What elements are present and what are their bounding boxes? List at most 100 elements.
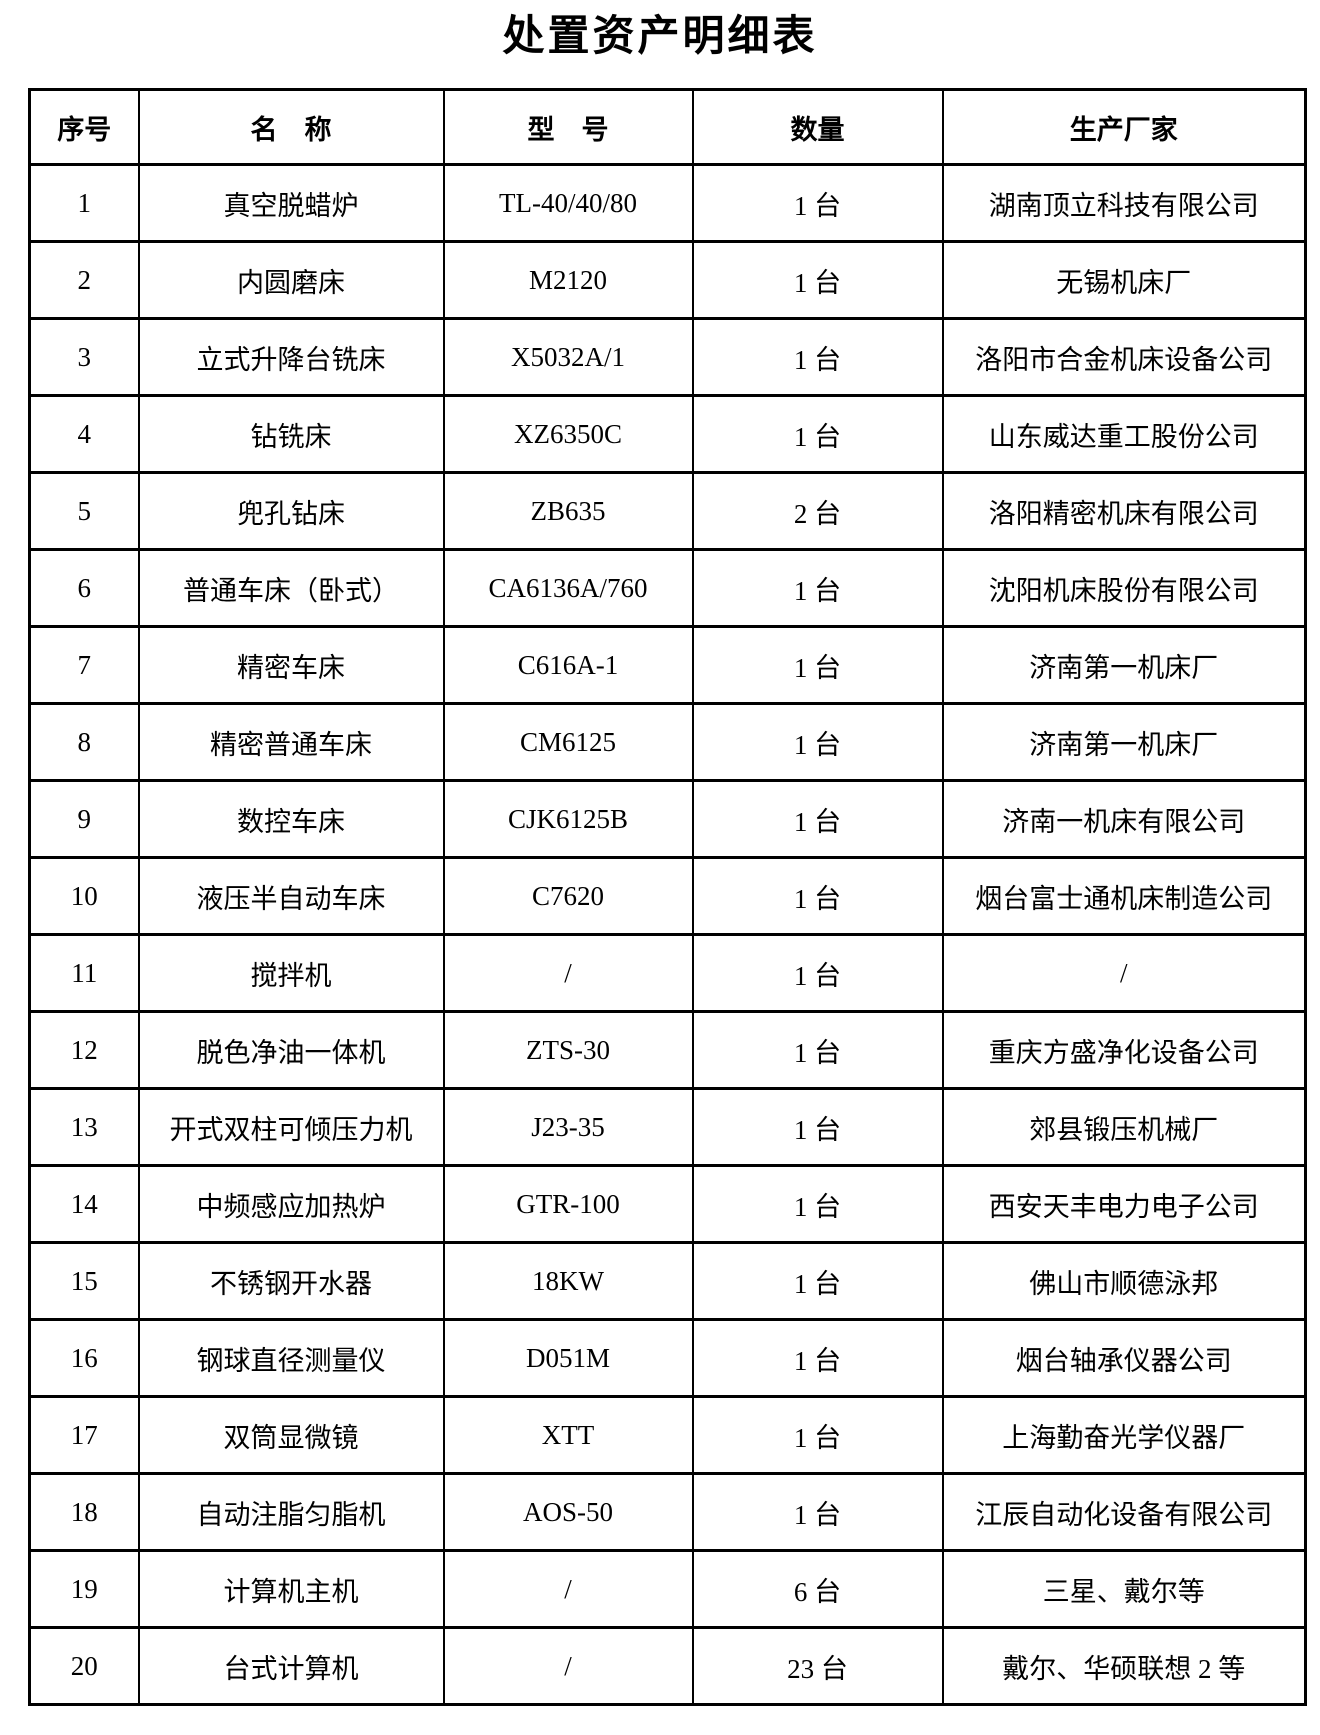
- cell-model: D051M: [442, 1318, 694, 1399]
- table-row: 15 不锈钢开水器 18KW 1 台 佛山市顺德泳邦: [28, 1241, 1307, 1322]
- table-row: 14 中频感应加热炉 GTR-100 1 台 西安天丰电力电子公司: [28, 1164, 1307, 1245]
- cell-serial-number: 16: [28, 1318, 140, 1399]
- cell-manufacturer: 济南一机床有限公司: [941, 779, 1307, 860]
- table-row: 10 液压半自动车床 C7620 1 台 烟台富士通机床制造公司: [28, 856, 1307, 937]
- cell-manufacturer: 上海勤奋光学仪器厂: [941, 1395, 1307, 1476]
- cell-manufacturer: 郊县锻压机械厂: [941, 1087, 1307, 1168]
- cell-name: 精密车床: [137, 625, 445, 706]
- cell-manufacturer: 戴尔、华硕联想 2 等: [941, 1626, 1307, 1707]
- cell-name: 自动注脂匀脂机: [137, 1472, 445, 1553]
- header-serial-number: 序号: [28, 88, 140, 167]
- cell-quantity: 1 台: [691, 1010, 944, 1091]
- cell-manufacturer: 江辰自动化设备有限公司: [941, 1472, 1307, 1553]
- table-row: 1 真空脱蜡炉 TL-40/40/80 1 台 湖南顶立科技有限公司: [28, 163, 1307, 244]
- cell-manufacturer: 无锡机床厂: [941, 240, 1307, 321]
- table-row: 20 台式计算机 / 23 台 戴尔、华硕联想 2 等: [28, 1626, 1307, 1707]
- cell-model: J23-35: [442, 1087, 694, 1168]
- table-row: 9 数控车床 CJK6125B 1 台 济南一机床有限公司: [28, 779, 1307, 860]
- cell-serial-number: 11: [28, 933, 140, 1014]
- asset-table: 序号 名 称 型 号 数量 生产厂家 1 真空脱蜡炉 TL-40/40/80 1…: [28, 88, 1307, 1707]
- cell-manufacturer: 三星、戴尔等: [941, 1549, 1307, 1630]
- cell-serial-number: 1: [28, 163, 140, 244]
- cell-model: CM6125: [442, 702, 694, 783]
- cell-serial-number: 17: [28, 1395, 140, 1476]
- cell-model: C616A-1: [442, 625, 694, 706]
- cell-quantity: 1 台: [691, 779, 944, 860]
- cell-manufacturer: 佛山市顺德泳邦: [941, 1241, 1307, 1322]
- cell-name: 不锈钢开水器: [137, 1241, 445, 1322]
- table-row: 8 精密普通车床 CM6125 1 台 济南第一机床厂: [28, 702, 1307, 783]
- cell-name: 双筒显微镜: [137, 1395, 445, 1476]
- cell-serial-number: 14: [28, 1164, 140, 1245]
- cell-model: 18KW: [442, 1241, 694, 1322]
- cell-quantity: 23 台: [691, 1626, 944, 1707]
- cell-quantity: 1 台: [691, 394, 944, 475]
- cell-serial-number: 5: [28, 471, 140, 552]
- cell-quantity: 1 台: [691, 317, 944, 398]
- cell-manufacturer: 济南第一机床厂: [941, 625, 1307, 706]
- cell-serial-number: 19: [28, 1549, 140, 1630]
- cell-name: 数控车床: [137, 779, 445, 860]
- cell-name: 液压半自动车床: [137, 856, 445, 937]
- cell-quantity: 1 台: [691, 1318, 944, 1399]
- cell-model: XZ6350C: [442, 394, 694, 475]
- cell-name: 真空脱蜡炉: [137, 163, 445, 244]
- cell-model: XTT: [442, 1395, 694, 1476]
- cell-name: 普通车床（卧式）: [137, 548, 445, 629]
- cell-model: /: [442, 1549, 694, 1630]
- table-row: 19 计算机主机 / 6 台 三星、戴尔等: [28, 1549, 1307, 1630]
- cell-name: 钢球直径测量仪: [137, 1318, 445, 1399]
- cell-name: 台式计算机: [137, 1626, 445, 1707]
- cell-manufacturer: 烟台富士通机床制造公司: [941, 856, 1307, 937]
- cell-name: 钻铣床: [137, 394, 445, 475]
- cell-serial-number: 15: [28, 1241, 140, 1322]
- cell-quantity: 1 台: [691, 1164, 944, 1245]
- cell-quantity: 1 台: [691, 240, 944, 321]
- cell-name: 开式双柱可倾压力机: [137, 1087, 445, 1168]
- cell-quantity: 1 台: [691, 1472, 944, 1553]
- table-row: 11 搅拌机 / 1 台 /: [28, 933, 1307, 1014]
- cell-quantity: 1 台: [691, 1395, 944, 1476]
- cell-manufacturer: 沈阳机床股份有限公司: [941, 548, 1307, 629]
- table-row: 12 脱色净油一体机 ZTS-30 1 台 重庆方盛净化设备公司: [28, 1010, 1307, 1091]
- table-row: 6 普通车床（卧式） CA6136A/760 1 台 沈阳机床股份有限公司: [28, 548, 1307, 629]
- header-name: 名 称: [137, 88, 445, 167]
- cell-model: ZTS-30: [442, 1010, 694, 1091]
- cell-quantity: 1 台: [691, 1087, 944, 1168]
- cell-name: 计算机主机: [137, 1549, 445, 1630]
- cell-quantity: 1 台: [691, 163, 944, 244]
- table-header: 序号 名 称 型 号 数量 生产厂家: [28, 88, 1307, 167]
- table-row: 4 钻铣床 XZ6350C 1 台 山东威达重工股份公司: [28, 394, 1307, 475]
- table-row: 16 钢球直径测量仪 D051M 1 台 烟台轴承仪器公司: [28, 1318, 1307, 1399]
- cell-name: 中频感应加热炉: [137, 1164, 445, 1245]
- table-row: 18 自动注脂匀脂机 AOS-50 1 台 江辰自动化设备有限公司: [28, 1472, 1307, 1553]
- table-row: 2 内圆磨床 M2120 1 台 无锡机床厂: [28, 240, 1307, 321]
- table-row: 17 双筒显微镜 XTT 1 台 上海勤奋光学仪器厂: [28, 1395, 1307, 1476]
- header-quantity: 数量: [691, 88, 944, 167]
- cell-quantity: 6 台: [691, 1549, 944, 1630]
- cell-manufacturer: 洛阳市合金机床设备公司: [941, 317, 1307, 398]
- cell-model: AOS-50: [442, 1472, 694, 1553]
- table-body: 1 真空脱蜡炉 TL-40/40/80 1 台 湖南顶立科技有限公司 2 内圆磨…: [28, 163, 1307, 1707]
- cell-name: 兜孔钻床: [137, 471, 445, 552]
- cell-quantity: 1 台: [691, 625, 944, 706]
- cell-model: ZB635: [442, 471, 694, 552]
- cell-serial-number: 6: [28, 548, 140, 629]
- cell-serial-number: 8: [28, 702, 140, 783]
- cell-manufacturer: 烟台轴承仪器公司: [941, 1318, 1307, 1399]
- table-row: 7 精密车床 C616A-1 1 台 济南第一机床厂: [28, 625, 1307, 706]
- cell-model: TL-40/40/80: [442, 163, 694, 244]
- cell-serial-number: 18: [28, 1472, 140, 1553]
- cell-quantity: 1 台: [691, 548, 944, 629]
- cell-quantity: 1 台: [691, 1241, 944, 1322]
- cell-manufacturer: 山东威达重工股份公司: [941, 394, 1307, 475]
- cell-name: 立式升降台铣床: [137, 317, 445, 398]
- cell-model: GTR-100: [442, 1164, 694, 1245]
- cell-serial-number: 13: [28, 1087, 140, 1168]
- cell-name: 脱色净油一体机: [137, 1010, 445, 1091]
- cell-serial-number: 12: [28, 1010, 140, 1091]
- cell-quantity: 2 台: [691, 471, 944, 552]
- cell-name: 搅拌机: [137, 933, 445, 1014]
- cell-manufacturer: 湖南顶立科技有限公司: [941, 163, 1307, 244]
